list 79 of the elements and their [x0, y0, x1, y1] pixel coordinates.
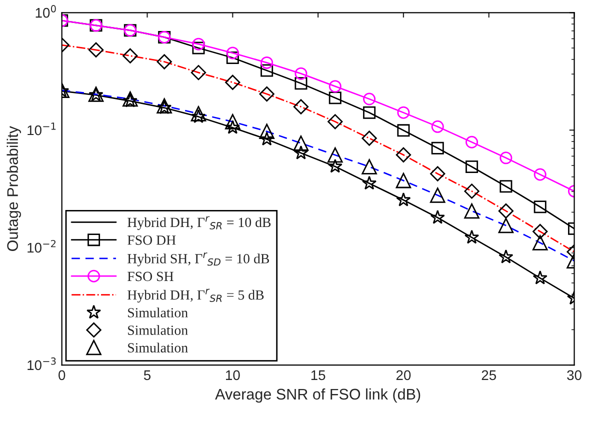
point — [362, 176, 377, 190]
legend-label: Hybrid DH, Γ$^{r}$$_{SR}$ = 10 dB — [128, 216, 271, 230]
point — [498, 218, 514, 234]
point — [259, 86, 274, 102]
point — [466, 136, 478, 148]
point — [500, 152, 512, 164]
legend-label: Simulation — [128, 342, 188, 352]
point — [498, 203, 514, 219]
point — [534, 200, 546, 214]
point — [396, 192, 411, 206]
y-tick-label: 10$^{−1}$ — [28, 122, 56, 136]
point — [430, 188, 446, 203]
point — [532, 270, 548, 284]
x-tick-label: 15 — [311, 370, 326, 380]
point — [532, 235, 548, 250]
point — [532, 224, 548, 240]
point — [362, 130, 377, 146]
point — [328, 114, 343, 130]
legend-label: Hybrid DH, Γ$^{r}$$_{SR}$ = 5 dB — [128, 288, 264, 303]
x-tick-label: 30 — [567, 370, 582, 380]
legend-label: FSO SH — [128, 272, 174, 282]
point — [191, 109, 206, 124]
y-tick-label: 10$^{0}$ — [36, 5, 56, 18]
point — [190, 106, 206, 122]
point — [260, 132, 274, 146]
point — [294, 145, 308, 160]
point — [328, 80, 342, 93]
point — [225, 114, 240, 130]
point — [397, 106, 410, 119]
legend-label: Hybrid SH, Γ$^{r}$$_{SD}$ = 10 dB — [128, 252, 270, 266]
x-tick-label: 0 — [58, 370, 66, 380]
point — [328, 92, 342, 104]
point — [363, 106, 376, 119]
point — [192, 42, 205, 54]
point — [122, 48, 138, 64]
x-tick-label: 20 — [396, 370, 411, 380]
point — [156, 54, 172, 70]
point — [293, 99, 309, 114]
point — [430, 210, 445, 224]
point — [464, 184, 480, 199]
point — [226, 52, 239, 64]
point — [88, 42, 104, 58]
x-tick-label: 25 — [482, 370, 496, 380]
x-tick-label: 10 — [226, 370, 240, 380]
point — [225, 120, 240, 134]
point — [294, 77, 308, 90]
y-tick-label: 10$^{−2}$ — [28, 240, 56, 253]
x-tick-label: 5 — [144, 370, 151, 380]
point — [534, 168, 546, 181]
legend-label: Simulation — [128, 308, 188, 318]
point — [464, 203, 480, 219]
point — [225, 74, 240, 90]
y-axis-title: Outage Probability — [6, 126, 22, 251]
point — [362, 159, 377, 174]
point — [328, 147, 343, 163]
point — [397, 124, 410, 137]
point — [430, 166, 446, 182]
point — [431, 120, 444, 133]
legend-label: Simulation — [128, 325, 188, 335]
point — [260, 56, 274, 69]
x-axis-title: Average SNR of FSO link (dB) — [215, 388, 420, 403]
point — [396, 147, 412, 162]
point — [259, 124, 274, 140]
point — [260, 64, 274, 77]
point — [464, 230, 480, 244]
point — [500, 180, 512, 193]
point — [294, 67, 308, 80]
legend-label: FSO DH — [128, 235, 176, 245]
point — [328, 158, 342, 173]
point — [363, 92, 376, 106]
point — [293, 136, 309, 151]
point — [466, 160, 478, 173]
point — [192, 38, 205, 50]
y-tick-label: 10$^{−3}$ — [28, 357, 56, 370]
point — [190, 65, 206, 80]
point — [498, 249, 514, 264]
point — [431, 142, 444, 154]
point — [226, 46, 239, 60]
point — [396, 172, 412, 188]
